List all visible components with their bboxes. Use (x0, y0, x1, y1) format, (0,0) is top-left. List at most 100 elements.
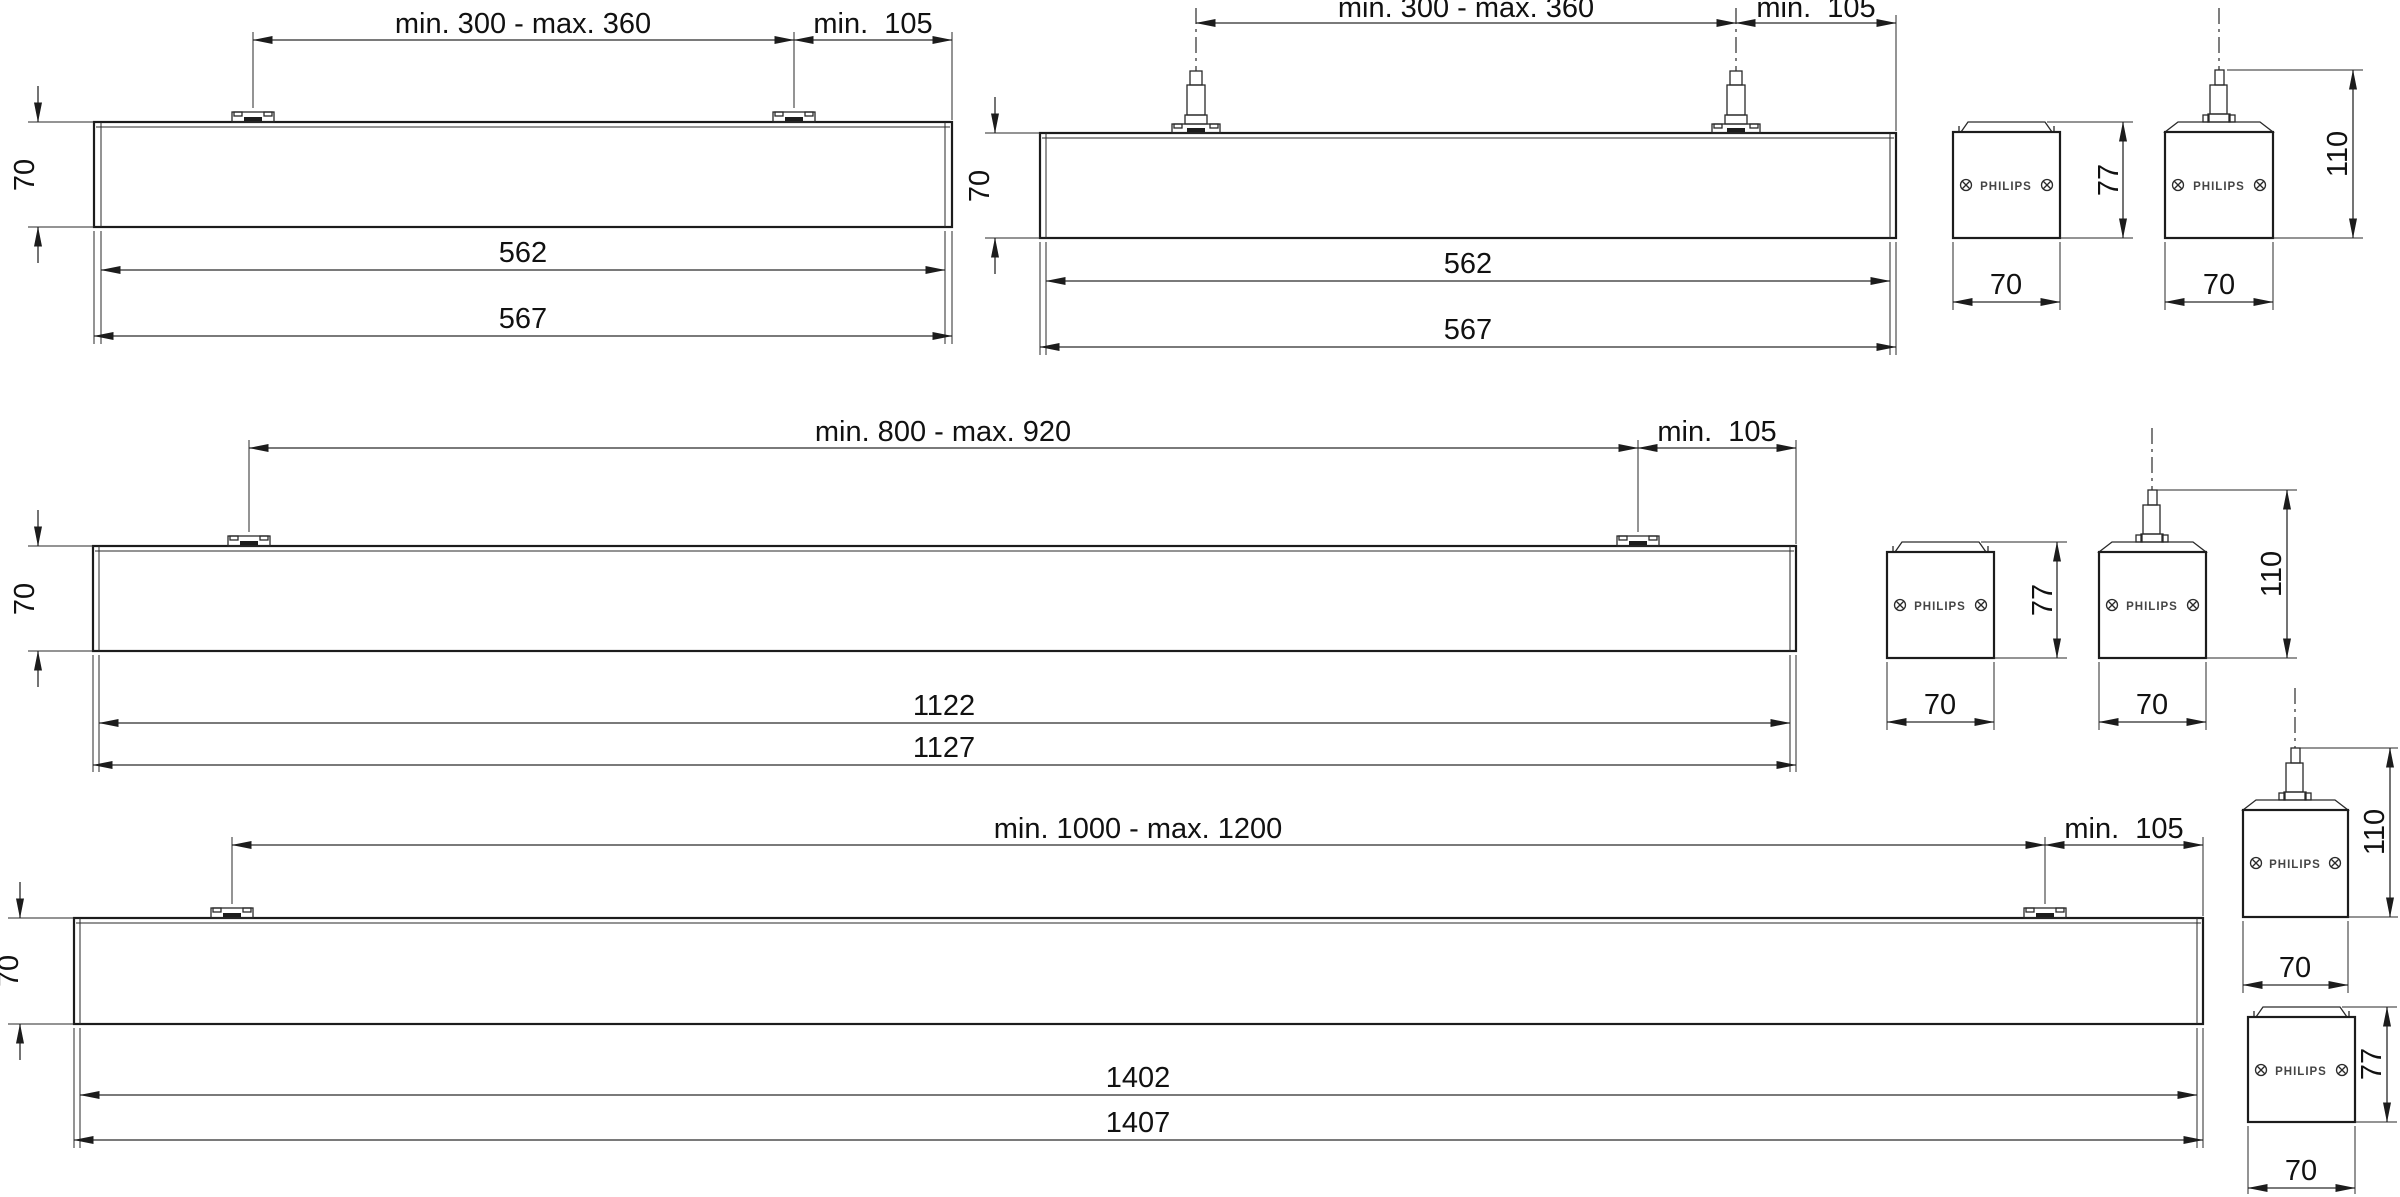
dim-label-77: 77 (2093, 164, 2125, 196)
screw-icon (2040, 178, 2054, 192)
dim-width-70: 70 (2098, 662, 2207, 730)
fig-end-view-surface-row2: PHILIPS 77 70 (1885, 541, 2067, 730)
fig-bottom-surface-side-view: min. 1000 - max. 1200 min. 105 70 1402 1… (0, 813, 2205, 1148)
dim-label-span: min. 800 - max. 920 (815, 416, 1071, 448)
dim-width-70: 70 (2164, 242, 2274, 310)
dim-width-70: 70 (2247, 1126, 2356, 1194)
dim-height: 70 (964, 97, 1040, 274)
dim-label-inner-length: 1122 (913, 690, 975, 722)
screw-icon (1959, 178, 1973, 192)
dim-width-70: 70 (2242, 921, 2349, 993)
dim-label-outer-length: 1127 (913, 732, 975, 764)
dim-label-height: 70 (9, 159, 41, 191)
philips-logo: PHILIPS (2275, 1066, 2327, 1078)
dim-span: min. 300 - max. 360 min. 105 (1195, 0, 1897, 131)
screw-icon (2335, 1063, 2349, 1077)
dim-height-77: 77 (1981, 541, 2067, 659)
philips-logo: PHILIPS (2269, 859, 2321, 871)
dim-height-77: 77 (2342, 1006, 2397, 1123)
screw-icon (2254, 1063, 2268, 1077)
fig-end-view-surface-row1: PHILIPS 77 70 (1951, 121, 2133, 310)
screw-icon (2105, 598, 2119, 612)
luminaire-body (92, 120, 954, 229)
dim-label-inner-length: 562 (499, 237, 547, 269)
dim-label-end-offset: min. 105 (1756, 0, 1875, 24)
dim-label-77: 77 (2356, 1048, 2388, 1080)
dim-label-span: min. 300 - max. 360 (1338, 0, 1594, 24)
philips-logo: PHILIPS (1914, 601, 1966, 613)
fig-end-view-suspended-row2: PHILIPS 110 70 (2097, 428, 2297, 730)
screw-icon (2186, 598, 2200, 612)
profile-end-face (2241, 808, 2350, 919)
dim-label-110: 110 (2322, 131, 2354, 177)
profile-end-face (2097, 550, 2208, 660)
dim-lengths: 562 567 (1039, 242, 1897, 355)
dim-label-110: 110 (2359, 809, 2391, 855)
dim-label-span: min. 300 - max. 360 (395, 8, 651, 40)
dim-height: 70 (9, 86, 94, 263)
dim-span: min. 800 - max. 920 min. 105 (248, 416, 1797, 544)
fig-top-left-surface-side-view: min. 300 - max. 360 min. 105 70 562 567 (9, 8, 954, 344)
dim-height: 70 (9, 510, 93, 687)
dim-width-70: 70 (1886, 662, 1995, 730)
dim-label-height: 70 (964, 170, 996, 202)
dim-span: min. 300 - max. 360 min. 105 (252, 8, 953, 120)
philips-logo: PHILIPS (2126, 601, 2178, 613)
fig-end-view-suspended-row1: PHILIPS 110 70 (2163, 8, 2363, 310)
dim-label-70: 70 (1990, 269, 2022, 301)
luminaire-body (72, 916, 2205, 1026)
fig-end-view-suspended-row3: PHILIPS 110 70 (2241, 688, 2398, 993)
dim-label-outer-length: 567 (1444, 314, 1492, 346)
profile-end-face (1885, 550, 1996, 660)
dim-height-110: 110 (2299, 747, 2398, 918)
dim-label-inner-length: 1402 (1106, 1062, 1171, 1094)
philips-logo: PHILIPS (1980, 181, 2032, 193)
dim-height-110: 110 (2227, 69, 2363, 239)
dim-label-70: 70 (2136, 689, 2168, 721)
dim-label-70: 70 (2285, 1155, 2317, 1187)
dim-lengths: 1122 1127 (92, 655, 1797, 772)
dim-label-110: 110 (2256, 551, 2288, 597)
dim-label-outer-length: 567 (499, 303, 547, 335)
mounting-clip (210, 907, 254, 919)
dim-lengths: 1402 1407 (73, 1028, 2204, 1148)
dim-label-end-offset: min. 105 (1657, 416, 1776, 448)
dim-label-end-offset: min. 105 (2064, 813, 2183, 845)
dim-label-77: 77 (2027, 584, 2059, 616)
fig-top-suspended-side-view: min. 300 - max. 360 min. 105 70 562 567 (964, 0, 1898, 355)
dim-height-110: 110 (2156, 489, 2297, 659)
dim-label-inner-length: 562 (1444, 248, 1492, 280)
philips-logo: PHILIPS (2193, 181, 2245, 193)
dim-label-end-offset: min. 105 (813, 8, 932, 40)
luminaire-body (91, 544, 1798, 653)
luminaire-body (1038, 131, 1898, 240)
screw-icon (2249, 856, 2263, 870)
dim-height-77: 77 (2047, 121, 2133, 239)
screw-icon (2328, 856, 2342, 870)
mounting-clip (227, 535, 271, 547)
mounting-clip (231, 111, 275, 123)
dim-lengths: 562 567 (93, 231, 953, 344)
fig-middle-surface-side-view: min. 800 - max. 920 min. 105 70 1122 112… (9, 416, 1798, 772)
dim-label-outer-length: 1407 (1106, 1107, 1171, 1139)
dim-label-height: 70 (0, 955, 25, 987)
dim-label-70: 70 (2203, 269, 2235, 301)
suspension-stem (1711, 8, 1761, 134)
dim-span: min. 1000 - max. 1200 min. 105 (231, 813, 2204, 916)
profile-end-face (1951, 130, 2062, 240)
mounting-clip (772, 111, 816, 123)
dim-label-70: 70 (2279, 952, 2311, 984)
fig-end-view-surface-row3: PHILIPS 77 70 (2246, 1006, 2397, 1194)
dim-label-span: min. 1000 - max. 1200 (994, 813, 1283, 845)
mounting-clip (2023, 907, 2067, 919)
screw-icon (2253, 178, 2267, 192)
mounting-clip (1616, 535, 1660, 547)
screw-icon (2171, 178, 2185, 192)
screw-icon (1893, 598, 1907, 612)
suspension-stem (1171, 8, 1221, 134)
dim-label-70: 70 (1924, 689, 1956, 721)
dim-width-70: 70 (1952, 242, 2061, 310)
dim-label-height: 70 (9, 583, 41, 615)
